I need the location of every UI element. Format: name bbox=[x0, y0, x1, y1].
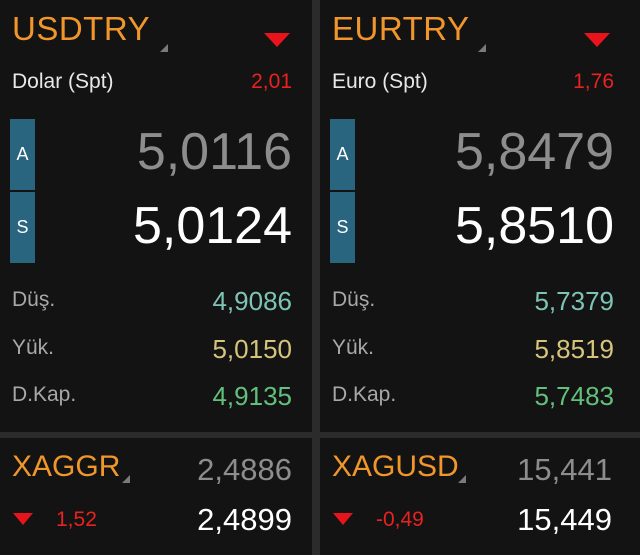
corner-menu-icon[interactable] bbox=[478, 44, 486, 52]
eurtry-ask: 5,8479 bbox=[454, 123, 614, 181]
corner-menu-icon[interactable] bbox=[458, 475, 466, 483]
usdtry-symbol[interactable]: USDTRY bbox=[12, 10, 151, 47]
xaggr-symbol[interactable]: XAGGR bbox=[12, 450, 121, 483]
down-arrow-icon bbox=[13, 513, 33, 525]
xagusd-change: -0,49 bbox=[376, 508, 424, 531]
close-label: D.Kap. bbox=[332, 383, 397, 406]
usdtry-ask: 5,0116 bbox=[136, 123, 292, 181]
down-arrow-icon bbox=[264, 33, 290, 47]
usdtry-close: 4,9135 bbox=[212, 381, 292, 411]
xaggr-change: 1,52 bbox=[56, 508, 97, 531]
xagusd-symbol[interactable]: XAGUSD bbox=[332, 450, 459, 483]
xagusd-ask: 15,441 bbox=[517, 452, 612, 487]
eurtry-low: 5,7379 bbox=[534, 286, 614, 316]
down-arrow-icon bbox=[584, 33, 610, 47]
down-arrow-icon bbox=[333, 513, 353, 525]
bid-side-label: S bbox=[330, 192, 355, 263]
xaggr-bid: 2,4899 bbox=[197, 502, 292, 537]
low-label: Düş. bbox=[12, 288, 56, 311]
usdtry-high: 5,0150 bbox=[212, 334, 292, 364]
eurtry-name: Euro (Spt) bbox=[332, 70, 428, 93]
xaggr-ask: 2,4886 bbox=[197, 452, 292, 487]
eurtry-panel[interactable]: EURTRY Euro (Spt) 1,76 A S 5,8479 5,8510… bbox=[320, 0, 640, 432]
ask-side-label: A bbox=[330, 119, 355, 190]
eurtry-bid: 5,8510 bbox=[454, 197, 614, 255]
bid-side-label: S bbox=[10, 192, 35, 263]
low-label: Düş. bbox=[332, 288, 376, 311]
high-label: Yük. bbox=[12, 336, 55, 359]
usdtry-panel[interactable]: USDTRY Dolar (Spt) 2,01 A S 5,0116 5,012… bbox=[0, 0, 312, 432]
usdtry-low: 4,9086 bbox=[212, 286, 292, 316]
close-label: D.Kap. bbox=[12, 383, 77, 406]
eurtry-high: 5,8519 bbox=[534, 334, 614, 364]
usdtry-bid: 5,0124 bbox=[132, 197, 292, 255]
ask-side-label: A bbox=[10, 119, 35, 190]
xagusd-bid: 15,449 bbox=[517, 502, 612, 537]
usdtry-name: Dolar (Spt) bbox=[12, 70, 114, 93]
eurtry-symbol[interactable]: EURTRY bbox=[332, 10, 470, 47]
corner-menu-icon[interactable] bbox=[160, 44, 168, 52]
usdtry-change: 2,01 bbox=[251, 70, 292, 93]
corner-menu-icon[interactable] bbox=[122, 475, 130, 483]
high-label: Yük. bbox=[332, 336, 375, 359]
xagusd-panel[interactable]: XAGUSD 15,441 -0,49 15,449 bbox=[320, 438, 640, 555]
xaggr-panel[interactable]: XAGGR 2,4886 1,52 2,4899 bbox=[0, 438, 312, 555]
eurtry-change: 1,76 bbox=[573, 70, 614, 93]
eurtry-close: 5,7483 bbox=[534, 381, 614, 411]
